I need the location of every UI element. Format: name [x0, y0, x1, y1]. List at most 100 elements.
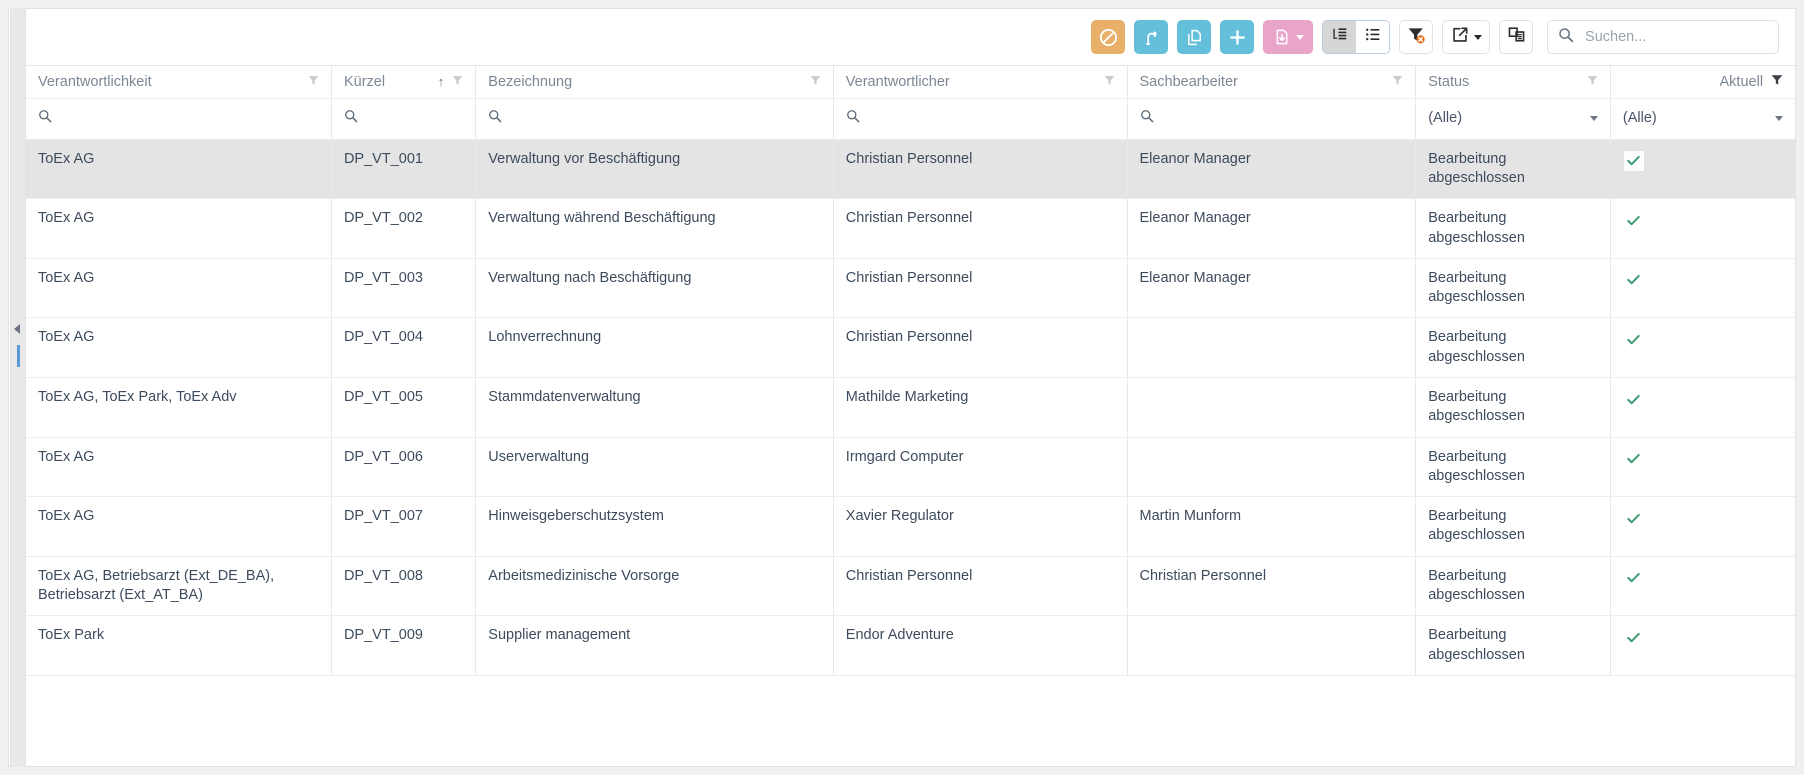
tree-node-marketing-sales[interactable]: Marketing & Sales (M&S) (0/0): [9, 368, 10, 402]
cell-sachbearbeiter: [1127, 317, 1417, 379]
filter-cell-verantwortlicher[interactable]: [833, 98, 1128, 140]
splitter-grip[interactable]: [16, 345, 20, 367]
column-header-aktuell[interactable]: Aktuell: [1610, 66, 1796, 99]
checkbox-checked-icon[interactable]: [1623, 626, 1645, 648]
table-row[interactable]: ToEx AG DP_VT_007 Hinweisgeberschutzsystem…: [25, 496, 1796, 557]
chevron-down-icon[interactable]: [1295, 34, 1304, 40]
tree-view-button[interactable]: [1323, 21, 1357, 53]
collapse-sidebar-icon[interactable]: [13, 324, 20, 334]
cell-status: Bearbeitung abgeschlossen: [1415, 317, 1611, 379]
sidebar-panel: Intern TogetherExample AG (ToEx AG) (8/9…: [8, 8, 11, 767]
tree-node-ext-at-ams[interactable]: Arbeitsmarktservice (Ext_AT_AMS) (0/0): [9, 569, 10, 603]
grid-search-input[interactable]: [1583, 28, 1775, 46]
table-row[interactable]: ToEx AG DP_VT_003 Verwaltung nach Beschäft…: [25, 258, 1796, 319]
checkbox-checked-icon[interactable]: [1623, 269, 1645, 291]
chevron-down-icon[interactable]: [1473, 34, 1482, 40]
cell-sachbearbeiter: [1127, 437, 1417, 498]
filter-cell-sachbearbeiter[interactable]: [1127, 98, 1417, 140]
tree-node-finance-controlling[interactable]: Finance & Controlling (FICO) (0/0): [9, 266, 10, 300]
filter-icon[interactable]: [810, 74, 821, 90]
cell-aktuell[interactable]: [1610, 258, 1796, 319]
tree-node-ext-at-ba[interactable]: Betriebsarzt (Ext_AT_BA) (1/1): [9, 705, 10, 739]
flat-list-view-button[interactable]: [1356, 21, 1390, 53]
export-button[interactable]: [1442, 20, 1491, 54]
table-row[interactable]: ToEx AG DP_VT_001 Verwaltung vor Beschäfti…: [25, 139, 1796, 200]
filter-icon[interactable]: [1587, 74, 1598, 90]
tree-node-toex-ag[interactable]: TogetherExample AG (ToEx AG) (8/9): [9, 96, 10, 130]
cell-aktuell[interactable]: [1610, 198, 1796, 259]
filter-cell-aktuell[interactable]: (Alle): [1610, 98, 1796, 140]
checkbox-checked-icon[interactable]: [1623, 448, 1645, 470]
copy-button[interactable]: [1177, 20, 1212, 54]
cell-aktuell[interactable]: [1610, 139, 1796, 200]
tree-node-interne-revision[interactable]: Interne Revision (IR) (0/0): [9, 198, 10, 232]
column-header-verantwortlichkeit[interactable]: Verantwortlichkeit: [25, 66, 332, 99]
chevron-down-icon[interactable]: [1589, 116, 1598, 122]
column-header-verantwortlicher[interactable]: Verantwortlicher: [833, 66, 1128, 99]
table-row[interactable]: ToEx AG DP_VT_006 Userverwaltung Irmgard Co…: [25, 437, 1796, 498]
tree-node-ext-de-bg[interactable]: Berufsgenossenschaft (Ext_DE_BG) (0/0): [9, 637, 10, 671]
tree-node-ext-de-sv[interactable]: Sozialversicherungsträger (Ext_DE_SV) (0…: [9, 603, 10, 637]
panel-splitter[interactable]: [10, 8, 25, 767]
checkbox-checked-icon[interactable]: [1623, 507, 1645, 529]
filter-icon[interactable]: [308, 74, 319, 90]
clear-filter-button[interactable]: [1399, 20, 1434, 54]
block-button[interactable]: [1091, 20, 1126, 54]
cell-verantwortlicher: Mathilde Marketing: [833, 377, 1128, 438]
block-icon: [1099, 28, 1118, 47]
checkbox-checked-icon[interactable]: [1623, 209, 1645, 231]
filter-icon-active[interactable]: [1771, 74, 1783, 90]
column-header-kuerzel[interactable]: Kürzel ↑: [331, 66, 477, 99]
tree-node-ext-de-aa[interactable]: Agentur für Arbeit (Ext_DE_AA) (0/0): [9, 671, 10, 705]
grid-search-container: [1547, 20, 1780, 54]
export-document-button[interactable]: [1263, 20, 1314, 54]
column-header-label: Kürzel: [343, 73, 386, 90]
checkbox-checked-icon[interactable]: [1622, 149, 1645, 172]
table-row[interactable]: ToEx AG DP_VT_002 Verwaltung während Besch…: [25, 198, 1796, 259]
column-header-label: Sachbearbeiter: [1139, 73, 1238, 90]
cell-aktuell[interactable]: [1610, 496, 1796, 557]
column-header-bezeichnung[interactable]: Bezeichnung: [475, 66, 834, 99]
table-row[interactable]: ToEx AG, ToEx Park, ToEx Adv DP_VT_005 Sta…: [25, 377, 1796, 438]
checkbox-checked-icon[interactable]: [1623, 388, 1645, 410]
cell-verantwortlicher: Endor Adventure: [833, 615, 1128, 676]
duplicate-page-button[interactable]: [1499, 20, 1534, 54]
cell-aktuell[interactable]: [1610, 556, 1796, 617]
tree-node-rechtsabteilung[interactable]: Rechtsabteilung (LAW) (0/0): [9, 300, 10, 334]
tree-node-hr-services[interactable]: HR Services (HR) (0/0): [9, 130, 10, 164]
chevron-down-icon[interactable]: [1775, 116, 1784, 122]
column-header-status[interactable]: Status: [1415, 66, 1611, 99]
sort-ascending-icon[interactable]: ↑: [437, 74, 445, 90]
cell-kuerzel: DP_VT_002: [331, 198, 477, 259]
column-header-sachbearbeiter[interactable]: Sachbearbeiter: [1127, 66, 1417, 99]
filter-cell-kuerzel[interactable]: [331, 98, 477, 140]
checkbox-checked-icon[interactable]: [1623, 567, 1645, 589]
table-row[interactable]: ToEx AG, Betriebsarzt (Ext_DE_BA), Betri…: [25, 556, 1796, 617]
tree-node-toex-park[interactable]: TogetherExample Park GmbH (ToEx Park) (2…: [9, 402, 10, 436]
filter-icon[interactable]: [1104, 74, 1115, 90]
add-button[interactable]: [1220, 20, 1255, 54]
cell-aktuell[interactable]: [1610, 377, 1796, 438]
cell-sachbearbeiter: Christian Personnel: [1127, 556, 1417, 617]
tree-node-ext-at-svt[interactable]: Sozialversicherungsträger (Ext_AT_SVT) (…: [9, 501, 10, 535]
tree-node-ext-at-ai[interactable]: Arbeitsinspektorat (Ext_AT_AI) (0/0): [9, 535, 10, 569]
grid-filter-row: (Alle) (Alle): [25, 98, 1796, 140]
checkbox-checked-icon[interactable]: [1623, 328, 1645, 350]
tree-node-toex-adventure[interactable]: TogetherExample Adventure GmbH (ToEx Adv…: [9, 436, 10, 470]
tree-node-integriertes-management[interactable]: Integriertes Management (IM) (0/0): [9, 164, 10, 198]
filter-icon[interactable]: [452, 74, 463, 90]
cell-aktuell[interactable]: [1610, 615, 1796, 676]
filter-cell-bezeichnung[interactable]: [475, 98, 834, 140]
tree-node-it-operations[interactable]: IT Operations & Development (IT) (0/0): [9, 334, 10, 368]
cell-kuerzel: DP_VT_008: [331, 556, 477, 617]
tree-node-ext-de-ba[interactable]: Betriebsarzt (Ext_DE_BA) (1/1): [9, 739, 10, 766]
table-row[interactable]: ToEx Park DP_VT_009 Supplier management End…: [25, 615, 1796, 676]
tree-node-einkauf[interactable]: Einkauf (Eink) (0/0): [9, 232, 10, 266]
filter-cell-status[interactable]: (Alle): [1415, 98, 1611, 140]
cell-aktuell[interactable]: [1610, 317, 1796, 379]
filter-cell-verantwortlichkeit[interactable]: [25, 98, 332, 140]
table-row[interactable]: ToEx AG DP_VT_004 Lohnverrechnung Christian…: [25, 317, 1796, 379]
restore-button[interactable]: [1134, 20, 1169, 54]
cell-aktuell[interactable]: [1610, 437, 1796, 498]
filter-icon[interactable]: [1392, 74, 1403, 90]
